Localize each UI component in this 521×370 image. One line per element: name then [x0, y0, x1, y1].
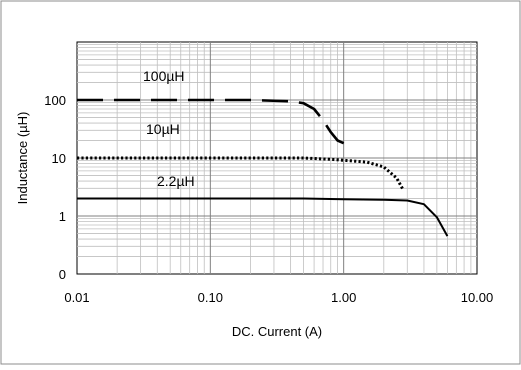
series-label-2-2uh: 2.2µH	[157, 173, 195, 189]
x-axis-title: DC. Current (A)	[232, 324, 322, 339]
x-tick-label: 0.10	[198, 290, 223, 305]
series-label-100uh: 100µH	[143, 68, 185, 84]
y-tick-label: 0	[59, 267, 66, 282]
series-line-1	[77, 98, 345, 145]
y-tick-label: 100	[44, 93, 66, 108]
x-tick-label: 0.01	[64, 290, 89, 305]
y-tick-label: 10	[52, 151, 66, 166]
x-tick-label: 10.00	[461, 290, 494, 305]
ticks-layer: 0.01 0.10 1.00 10.00 0 1 10 100	[44, 93, 493, 305]
y-axis-title: Inductance (µH)	[15, 112, 30, 205]
y-tick-label: 1	[59, 209, 66, 224]
x-tick-label: 1.00	[331, 290, 356, 305]
series-line-2	[77, 156, 405, 191]
series-layer	[77, 98, 449, 237]
series-label-10uh: 10µH	[146, 121, 180, 137]
series-line-3	[77, 197, 449, 237]
